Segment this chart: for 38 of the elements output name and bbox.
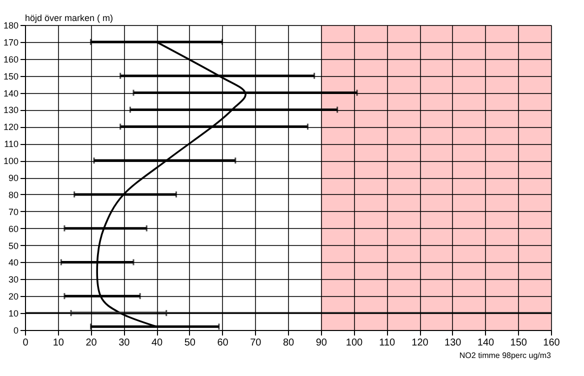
x-tick-label: 150 <box>510 338 528 348</box>
y-tick-label: 70 <box>8 206 18 217</box>
y-tick-label: 50 <box>8 240 18 251</box>
x-tick-label: 110 <box>379 338 396 348</box>
y-tick-label: 110 <box>4 139 18 150</box>
x-tick-label: 90 <box>316 338 328 348</box>
x-tick-label: 70 <box>250 338 262 348</box>
y-tick-label: 180 <box>3 20 18 30</box>
y-tick-label: 130 <box>3 105 18 116</box>
x-tick-label: 40 <box>151 338 163 348</box>
x-tick-label: 60 <box>217 338 229 348</box>
y-tick-label: 10 <box>8 308 18 319</box>
x-tick-label: 160 <box>543 338 560 348</box>
y-axis-title: höjd över marken ( m) <box>25 13 114 23</box>
y-tick-label: 20 <box>8 292 18 302</box>
x-tick-label: 140 <box>477 338 495 348</box>
y-tick-label: 90 <box>8 173 18 183</box>
x-tick-label: 10 <box>52 338 64 348</box>
x-tick-label: 30 <box>118 338 130 348</box>
y-tick-label: 40 <box>8 258 18 268</box>
x-tick-label: 120 <box>412 338 429 348</box>
y-tick-label: 60 <box>8 224 18 234</box>
x-tick-label: 0 <box>22 338 29 348</box>
y-tick-label: 140 <box>3 88 18 98</box>
y-tick-label: 120 <box>3 122 18 132</box>
y-tick-label: 80 <box>8 190 18 200</box>
y-tick-label: 30 <box>8 274 18 285</box>
x-tick-label: 20 <box>86 338 98 348</box>
y-tick-label: 100 <box>3 156 18 166</box>
x-axis-title: NO2 timme 98perc ug/m3 <box>459 351 552 360</box>
y-tick-label: 170 <box>3 37 18 48</box>
y-tick-label: 0 <box>13 326 18 336</box>
y-tick-label: 160 <box>3 54 18 64</box>
x-tick-label: 50 <box>184 338 196 348</box>
x-tick-label: 130 <box>444 338 462 348</box>
y-tick-label: 150 <box>3 71 18 82</box>
x-tick-label: 100 <box>346 338 364 348</box>
x-tick-label: 80 <box>282 338 294 348</box>
